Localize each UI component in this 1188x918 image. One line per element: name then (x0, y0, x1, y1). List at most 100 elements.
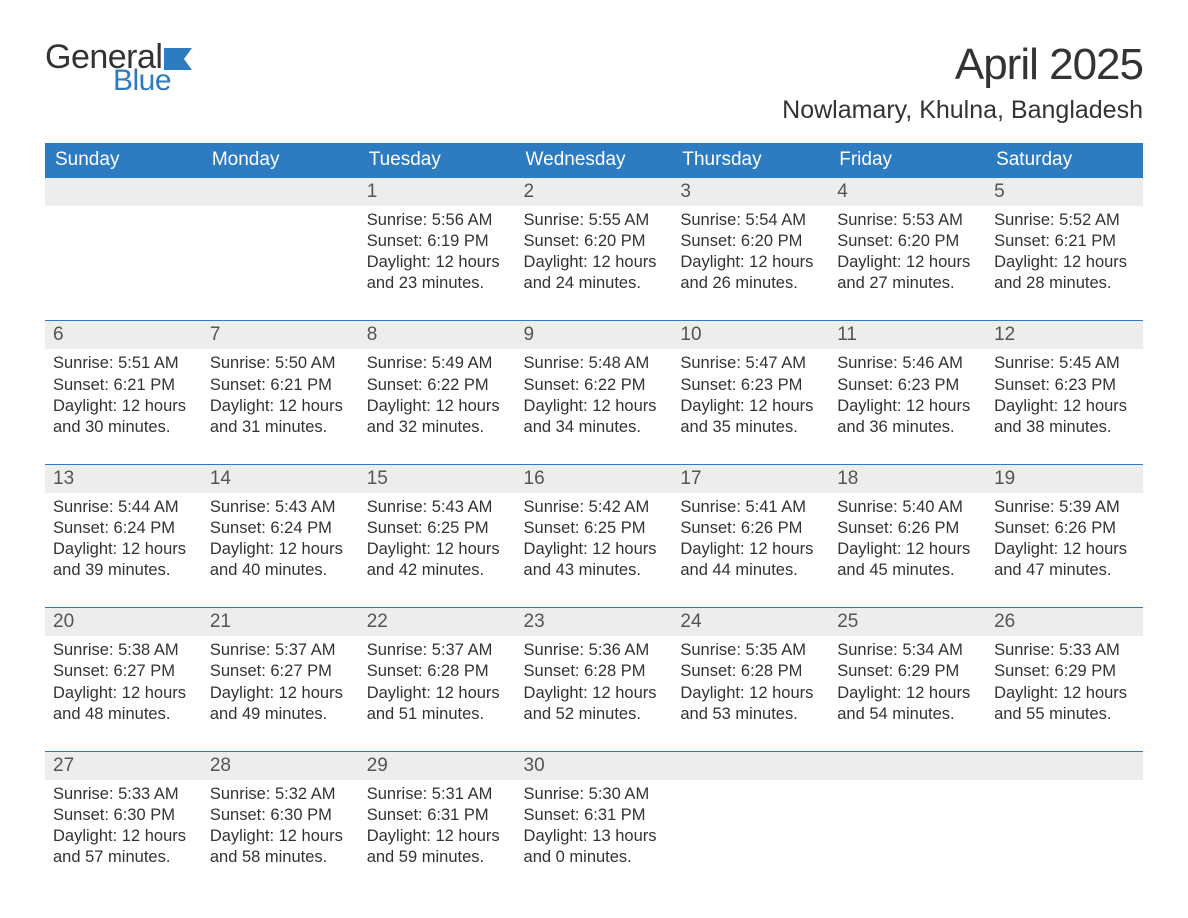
day-details: Sunrise: 5:43 AMSunset: 6:25 PMDaylight:… (359, 493, 516, 607)
day-number (202, 178, 359, 206)
daylight-line2: and 38 minutes. (994, 417, 1135, 438)
day-number: 17 (672, 465, 829, 493)
day-number: 25 (829, 608, 986, 636)
sunset-text: Sunset: 6:27 PM (210, 661, 351, 682)
day-content-cell (829, 780, 986, 894)
sunrise-text: Sunrise: 5:51 AM (53, 353, 194, 374)
day-content-row: Sunrise: 5:44 AMSunset: 6:24 PMDaylight:… (45, 493, 1143, 608)
sunrise-text: Sunrise: 5:35 AM (680, 640, 821, 661)
day-number-cell: 13 (45, 464, 202, 493)
day-details: Sunrise: 5:48 AMSunset: 6:22 PMDaylight:… (516, 349, 673, 463)
daylight-line2: and 31 minutes. (210, 417, 351, 438)
day-content-cell: Sunrise: 5:32 AMSunset: 6:30 PMDaylight:… (202, 780, 359, 894)
day-number-cell: 25 (829, 608, 986, 637)
daylight-line2: and 43 minutes. (524, 560, 665, 581)
sunrise-text: Sunrise: 5:43 AM (210, 497, 351, 518)
day-content-cell: Sunrise: 5:35 AMSunset: 6:28 PMDaylight:… (672, 636, 829, 751)
day-details: Sunrise: 5:46 AMSunset: 6:23 PMDaylight:… (829, 349, 986, 463)
weekday-header: Sunday (45, 143, 202, 178)
daylight-line2: and 58 minutes. (210, 847, 351, 868)
day-number-cell: 20 (45, 608, 202, 637)
sunrise-text: Sunrise: 5:54 AM (680, 210, 821, 231)
day-number: 5 (986, 178, 1143, 206)
sunrise-text: Sunrise: 5:36 AM (524, 640, 665, 661)
day-content-cell: Sunrise: 5:50 AMSunset: 6:21 PMDaylight:… (202, 349, 359, 464)
day-number: 9 (516, 321, 673, 349)
day-number-cell: 26 (986, 608, 1143, 637)
day-details: Sunrise: 5:42 AMSunset: 6:25 PMDaylight:… (516, 493, 673, 607)
day-details (986, 780, 1143, 880)
daylight-line1: Daylight: 12 hours (994, 683, 1135, 704)
day-number-cell: 24 (672, 608, 829, 637)
day-number-cell: 30 (516, 751, 673, 780)
daylight-line2: and 49 minutes. (210, 704, 351, 725)
day-details (672, 780, 829, 880)
day-content-cell: Sunrise: 5:48 AMSunset: 6:22 PMDaylight:… (516, 349, 673, 464)
day-number: 20 (45, 608, 202, 636)
daylight-line1: Daylight: 12 hours (210, 826, 351, 847)
day-content-cell (202, 206, 359, 321)
brand-logo: General Blue (45, 40, 196, 96)
daylight-line2: and 0 minutes. (524, 847, 665, 868)
day-content-cell: Sunrise: 5:47 AMSunset: 6:23 PMDaylight:… (672, 349, 829, 464)
sunset-text: Sunset: 6:31 PM (367, 805, 508, 826)
sunset-text: Sunset: 6:25 PM (524, 518, 665, 539)
daylight-line1: Daylight: 12 hours (994, 252, 1135, 273)
daylight-line1: Daylight: 13 hours (524, 826, 665, 847)
sunset-text: Sunset: 6:28 PM (680, 661, 821, 682)
daylight-line2: and 51 minutes. (367, 704, 508, 725)
day-number-cell (829, 751, 986, 780)
day-details: Sunrise: 5:53 AMSunset: 6:20 PMDaylight:… (829, 206, 986, 320)
day-number-cell: 1 (359, 178, 516, 206)
sunset-text: Sunset: 6:26 PM (994, 518, 1135, 539)
daylight-line1: Daylight: 12 hours (680, 539, 821, 560)
day-number: 27 (45, 752, 202, 780)
day-number: 12 (986, 321, 1143, 349)
sunset-text: Sunset: 6:20 PM (837, 231, 978, 252)
sunset-text: Sunset: 6:28 PM (524, 661, 665, 682)
day-number: 14 (202, 465, 359, 493)
sunrise-text: Sunrise: 5:48 AM (524, 353, 665, 374)
day-details: Sunrise: 5:39 AMSunset: 6:26 PMDaylight:… (986, 493, 1143, 607)
day-content-cell: Sunrise: 5:40 AMSunset: 6:26 PMDaylight:… (829, 493, 986, 608)
day-number (829, 752, 986, 780)
day-content-cell: Sunrise: 5:46 AMSunset: 6:23 PMDaylight:… (829, 349, 986, 464)
daylight-line1: Daylight: 12 hours (367, 539, 508, 560)
sunrise-text: Sunrise: 5:33 AM (53, 784, 194, 805)
daylight-line1: Daylight: 12 hours (210, 396, 351, 417)
sunrise-text: Sunrise: 5:39 AM (994, 497, 1135, 518)
daylight-line2: and 39 minutes. (53, 560, 194, 581)
weekday-header-row: Sunday Monday Tuesday Wednesday Thursday… (45, 143, 1143, 178)
sunset-text: Sunset: 6:23 PM (680, 375, 821, 396)
day-number-cell: 17 (672, 464, 829, 493)
day-number-cell: 3 (672, 178, 829, 206)
day-details: Sunrise: 5:47 AMSunset: 6:23 PMDaylight:… (672, 349, 829, 463)
sunset-text: Sunset: 6:20 PM (680, 231, 821, 252)
day-number: 13 (45, 465, 202, 493)
day-content-cell: Sunrise: 5:56 AMSunset: 6:19 PMDaylight:… (359, 206, 516, 321)
daylight-line1: Daylight: 12 hours (53, 826, 194, 847)
sunset-text: Sunset: 6:20 PM (524, 231, 665, 252)
day-number-cell: 28 (202, 751, 359, 780)
daylight-line1: Daylight: 12 hours (524, 539, 665, 560)
daylight-line1: Daylight: 12 hours (367, 252, 508, 273)
sunrise-text: Sunrise: 5:37 AM (210, 640, 351, 661)
day-number-cell: 12 (986, 321, 1143, 350)
daylight-line2: and 30 minutes. (53, 417, 194, 438)
day-number: 3 (672, 178, 829, 206)
sunset-text: Sunset: 6:29 PM (837, 661, 978, 682)
day-number-cell (672, 751, 829, 780)
day-details: Sunrise: 5:32 AMSunset: 6:30 PMDaylight:… (202, 780, 359, 894)
day-details: Sunrise: 5:56 AMSunset: 6:19 PMDaylight:… (359, 206, 516, 320)
day-number: 8 (359, 321, 516, 349)
day-content-cell: Sunrise: 5:33 AMSunset: 6:29 PMDaylight:… (986, 636, 1143, 751)
daylight-line2: and 28 minutes. (994, 273, 1135, 294)
day-content-cell: Sunrise: 5:31 AMSunset: 6:31 PMDaylight:… (359, 780, 516, 894)
day-content-cell: Sunrise: 5:39 AMSunset: 6:26 PMDaylight:… (986, 493, 1143, 608)
day-content-cell: Sunrise: 5:42 AMSunset: 6:25 PMDaylight:… (516, 493, 673, 608)
sunrise-text: Sunrise: 5:43 AM (367, 497, 508, 518)
weekday-header: Monday (202, 143, 359, 178)
day-content-cell: Sunrise: 5:51 AMSunset: 6:21 PMDaylight:… (45, 349, 202, 464)
daylight-line2: and 59 minutes. (367, 847, 508, 868)
day-number-cell: 22 (359, 608, 516, 637)
